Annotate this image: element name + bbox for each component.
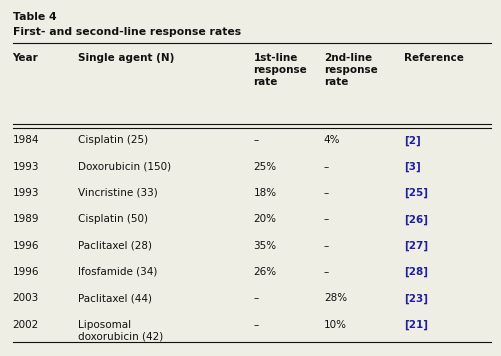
Text: 18%: 18% <box>253 188 276 198</box>
Text: Ifosfamide (34): Ifosfamide (34) <box>78 267 157 277</box>
Text: 1989: 1989 <box>13 214 39 224</box>
Text: Reference: Reference <box>403 53 463 63</box>
Text: 2nd-line
response
rate: 2nd-line response rate <box>323 53 377 87</box>
Text: 20%: 20% <box>253 214 276 224</box>
Text: 4%: 4% <box>323 135 340 145</box>
Text: Paclitaxel (28): Paclitaxel (28) <box>78 241 151 251</box>
Text: 10%: 10% <box>323 320 346 330</box>
Text: 2003: 2003 <box>13 293 39 303</box>
Text: –: – <box>253 135 258 145</box>
Text: 1984: 1984 <box>13 135 39 145</box>
Text: [25]: [25] <box>403 188 427 198</box>
Text: [27]: [27] <box>403 241 427 251</box>
Text: 26%: 26% <box>253 267 276 277</box>
Text: Table 4: Table 4 <box>13 12 56 22</box>
Text: –: – <box>323 188 328 198</box>
Text: Vincristine (33): Vincristine (33) <box>78 188 157 198</box>
Text: Cisplatin (50): Cisplatin (50) <box>78 214 147 224</box>
Text: 1993: 1993 <box>13 188 39 198</box>
Text: [21]: [21] <box>403 320 427 330</box>
Text: –: – <box>253 293 258 303</box>
Text: 1996: 1996 <box>13 267 39 277</box>
Text: 25%: 25% <box>253 162 276 172</box>
Text: [26]: [26] <box>403 214 427 225</box>
Text: [3]: [3] <box>403 162 420 172</box>
Text: First- and second-line response rates: First- and second-line response rates <box>13 27 240 37</box>
Text: 1993: 1993 <box>13 162 39 172</box>
Text: [28]: [28] <box>403 267 427 277</box>
Text: –: – <box>323 267 328 277</box>
Text: 1st-line
response
rate: 1st-line response rate <box>253 53 307 87</box>
Text: Year: Year <box>13 53 38 63</box>
Text: 35%: 35% <box>253 241 276 251</box>
Text: 28%: 28% <box>323 293 346 303</box>
Text: [23]: [23] <box>403 293 427 304</box>
Text: 2002: 2002 <box>13 320 39 330</box>
Text: –: – <box>323 162 328 172</box>
Text: Cisplatin (25): Cisplatin (25) <box>78 135 148 145</box>
Text: Doxorubicin (150): Doxorubicin (150) <box>78 162 171 172</box>
Text: –: – <box>253 320 258 330</box>
Text: –: – <box>323 214 328 224</box>
Text: [2]: [2] <box>403 135 420 146</box>
Text: 1996: 1996 <box>13 241 39 251</box>
Text: Liposomal
doxorubicin (42): Liposomal doxorubicin (42) <box>78 320 163 342</box>
Text: –: – <box>323 241 328 251</box>
Text: Single agent (N): Single agent (N) <box>78 53 174 63</box>
Text: Paclitaxel (44): Paclitaxel (44) <box>78 293 151 303</box>
